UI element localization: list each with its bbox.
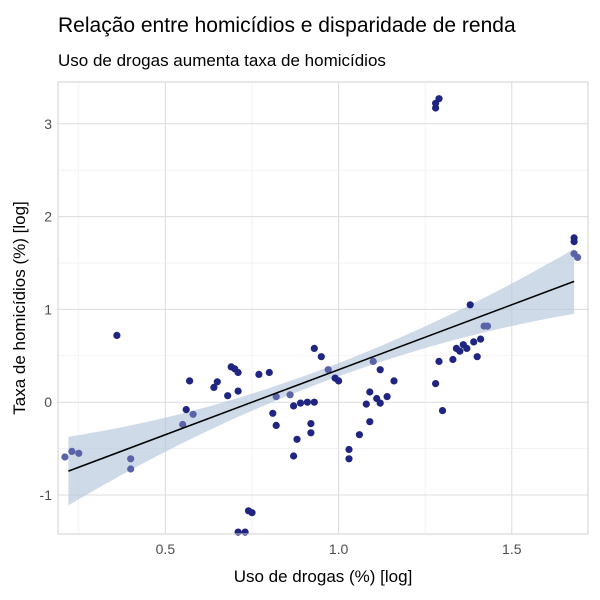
data-point — [574, 253, 582, 261]
data-point — [127, 465, 135, 473]
confidence-band — [68, 248, 575, 506]
data-point — [296, 399, 305, 407]
data-point — [182, 406, 190, 414]
data-point — [438, 407, 447, 415]
data-point — [75, 449, 83, 457]
y-axis-title: Taxa de homicídios (%) [log] — [10, 201, 29, 415]
x-axis-ticks: 0.5 1.0 1.5 — [156, 541, 522, 557]
x-tick-label: 1.0 — [329, 541, 349, 557]
data-point — [61, 453, 69, 461]
data-point — [355, 431, 363, 439]
y-tick-label: -1 — [40, 487, 53, 503]
data-point — [435, 95, 443, 103]
data-point — [362, 400, 370, 408]
data-points — [61, 95, 582, 536]
data-point — [307, 420, 315, 428]
data-point — [470, 338, 478, 346]
x-axis-title: Uso de drogas (%) [log] — [234, 567, 413, 586]
data-point — [383, 393, 391, 401]
data-point — [127, 455, 135, 463]
data-point — [189, 410, 197, 418]
data-point — [456, 347, 464, 355]
plot-panel — [57, 81, 589, 535]
data-point — [390, 377, 398, 385]
data-point — [345, 445, 353, 454]
data-point — [234, 387, 242, 395]
data-point — [435, 357, 443, 365]
data-point — [369, 357, 377, 365]
data-point — [366, 388, 374, 396]
data-point — [477, 335, 485, 343]
data-point — [241, 528, 249, 536]
y-tick-label: 0 — [44, 394, 52, 410]
data-point — [376, 399, 384, 407]
data-point — [179, 420, 187, 429]
data-point — [68, 447, 76, 455]
data-point — [272, 421, 280, 429]
data-point — [224, 392, 232, 400]
data-point — [213, 378, 221, 386]
data-point — [449, 355, 457, 364]
data-point — [265, 368, 273, 377]
fit-line-layer — [68, 280, 575, 472]
fit-line — [68, 280, 575, 472]
data-point — [255, 370, 263, 378]
data-point — [234, 528, 242, 536]
data-point — [210, 383, 218, 391]
chart-subtitle: Uso de drogas aumenta taxa de homicídios — [58, 51, 386, 70]
y-tick-label: 3 — [44, 116, 52, 132]
y-tick-label: 1 — [44, 301, 52, 317]
data-point — [248, 509, 256, 517]
data-point — [186, 377, 194, 385]
data-point — [335, 377, 343, 385]
data-point — [432, 380, 440, 388]
data-point — [366, 418, 374, 426]
data-point — [303, 398, 311, 406]
data-point — [286, 391, 294, 399]
data-point — [324, 366, 332, 374]
data-point — [466, 301, 474, 309]
data-point — [293, 435, 301, 443]
data-point — [570, 238, 578, 246]
data-point — [463, 344, 471, 352]
data-point — [345, 455, 353, 463]
data-point — [269, 409, 277, 417]
data-point — [307, 429, 315, 437]
x-tick-label: 1.5 — [502, 541, 522, 557]
data-point — [310, 344, 318, 352]
data-point — [310, 398, 318, 406]
data-point — [317, 353, 325, 361]
y-axis-ticks: -1 0 1 2 3 — [40, 116, 53, 503]
data-point — [272, 393, 280, 401]
data-point — [483, 322, 492, 330]
y-tick-label: 2 — [44, 209, 52, 225]
data-point — [234, 368, 242, 377]
x-tick-label: 0.5 — [156, 541, 176, 557]
data-point — [290, 452, 298, 460]
confidence-ribbon — [68, 248, 575, 506]
chart-title: Relação entre homicídios e disparidade d… — [58, 14, 516, 37]
data-point — [113, 331, 121, 339]
data-point — [290, 402, 298, 410]
data-point — [473, 353, 481, 361]
data-point — [376, 366, 384, 374]
